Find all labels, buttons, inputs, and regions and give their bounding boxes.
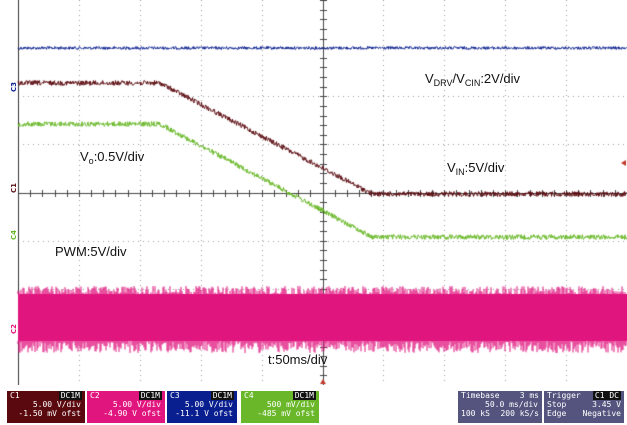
trigger-level: 3.45 V <box>592 400 621 409</box>
trigger-label: Trigger <box>547 391 581 400</box>
channel-marker-c3: C3 <box>10 82 18 93</box>
coupling-badge: DC1M <box>138 391 162 400</box>
channel-box-c3[interactable]: C3 DC1M 5.00 V/div -11.1 V ofst <box>167 391 237 423</box>
channel-label: C2 <box>90 391 100 400</box>
channel-info-footer: C1 DC1M 5.00 V/div -1.50 mV ofst C2 DC1M 5… <box>0 385 627 425</box>
trigger-type: Edge <box>547 409 567 418</box>
channel-marker-c2: C2 <box>10 324 18 335</box>
channel-box-c4[interactable]: C4 DC1M 500 mV/div -485 mV ofst <box>241 391 319 423</box>
channel-offset: -11.1 V ofst <box>175 409 233 418</box>
channel-offset: -485 mV ofst <box>257 409 315 418</box>
annotation-time: t:50ms/div <box>268 352 328 367</box>
timebase-samples: 100 kS <box>461 409 490 418</box>
coupling-badge: DC1M <box>210 391 234 400</box>
annotation-vo: Vo:0.5V/div <box>80 149 145 166</box>
channel-offset: -1.50 mV ofst <box>18 409 81 418</box>
trigger-box[interactable]: Trigger C1 DC Stop 3.45 V Edge Negative <box>544 391 624 423</box>
timebase-box[interactable]: Timebase 3 ms 50.0 ms/div 100 kS 200 kS/s <box>458 391 542 423</box>
trigger-slope: Negative <box>582 409 621 418</box>
channel-label: C3 <box>170 391 180 400</box>
channel-scale: 5.00 V/div <box>184 400 233 409</box>
channel-scale: 500 mV/div <box>266 400 315 409</box>
timebase-scale: 50.0 ms/div <box>485 400 538 409</box>
timebase-label: Timebase <box>461 391 500 400</box>
channel-offset: -4.90 V ofst <box>103 409 161 418</box>
timebase-delay: 3 ms <box>519 391 539 400</box>
channel-scale: 5.00 V/div <box>32 400 81 409</box>
channel-marker-c1: C1 <box>10 183 18 194</box>
channel-box-c1[interactable]: C1 DC1M 5.00 V/div -1.50 mV ofst <box>7 391 85 423</box>
trigger-mode: Stop <box>547 400 567 409</box>
timebase-sample-rate: 200 kS/s <box>500 409 539 418</box>
annotation-pwm: PWM:5V/div <box>55 244 127 259</box>
coupling-badge: DC1M <box>58 391 82 400</box>
annotation-vdrv-vcin: VDRV/VCIN:2V/div <box>425 71 521 88</box>
channel-marker-c4: C4 <box>10 230 18 241</box>
channel-label: C4 <box>244 391 254 400</box>
annotation-vin: VIN:5V/div <box>447 160 505 177</box>
channel-box-c2[interactable]: C2 DC1M 5.00 V/div -4.90 V ofst <box>87 391 165 423</box>
waveform-display <box>0 0 627 385</box>
trigger-channel: C1 DC <box>592 391 621 400</box>
channel-scale: 5.00 V/div <box>112 400 161 409</box>
coupling-badge: DC1M <box>292 391 316 400</box>
channel-label: C1 <box>10 391 20 400</box>
